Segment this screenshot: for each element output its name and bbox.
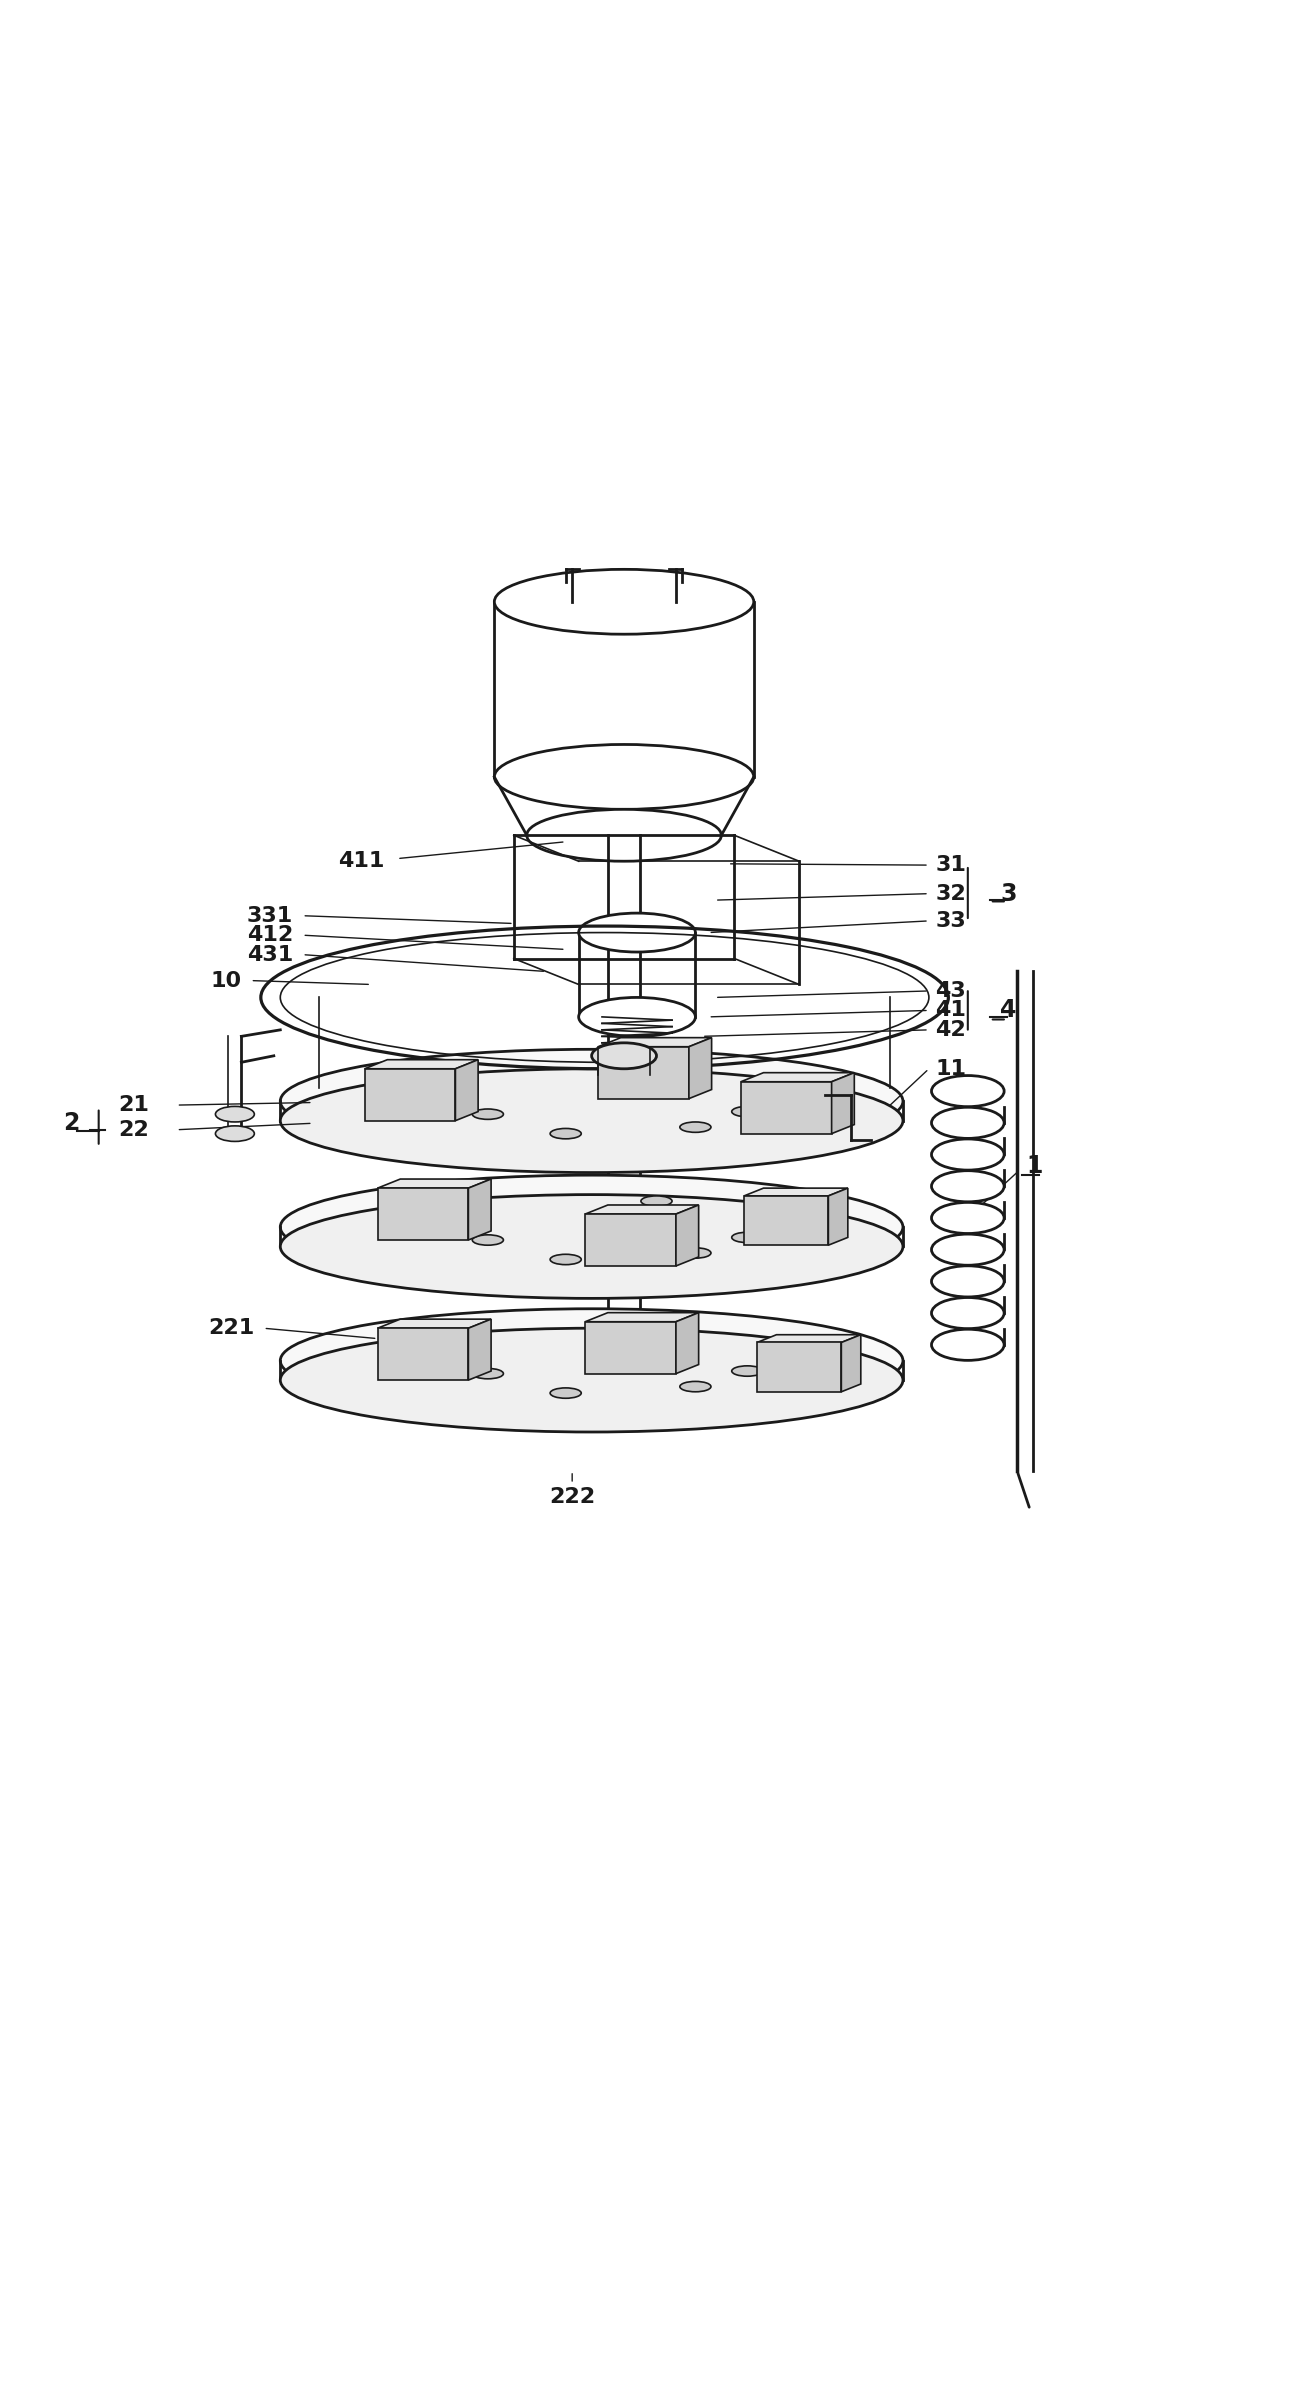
Text: 31: 31 xyxy=(936,856,966,875)
Text: 331: 331 xyxy=(247,906,294,925)
Polygon shape xyxy=(828,1189,848,1244)
Ellipse shape xyxy=(680,1122,711,1131)
Ellipse shape xyxy=(932,1107,1004,1139)
Polygon shape xyxy=(455,1059,478,1122)
Text: 10: 10 xyxy=(211,971,242,990)
Polygon shape xyxy=(377,1179,491,1189)
Ellipse shape xyxy=(592,1043,656,1069)
Ellipse shape xyxy=(932,1170,1004,1201)
Polygon shape xyxy=(841,1335,861,1393)
Polygon shape xyxy=(468,1179,491,1239)
Ellipse shape xyxy=(732,1232,763,1242)
Polygon shape xyxy=(585,1321,676,1373)
Text: 4: 4 xyxy=(1000,1000,1017,1024)
Text: 411: 411 xyxy=(338,851,384,870)
Ellipse shape xyxy=(394,1091,425,1100)
Text: 41: 41 xyxy=(936,1000,966,1021)
Text: 3: 3 xyxy=(1000,882,1017,906)
Polygon shape xyxy=(741,1074,854,1081)
Ellipse shape xyxy=(641,1196,672,1206)
Polygon shape xyxy=(741,1081,832,1134)
Polygon shape xyxy=(377,1328,468,1381)
Ellipse shape xyxy=(281,1175,904,1280)
Polygon shape xyxy=(364,1059,478,1069)
Polygon shape xyxy=(364,1069,455,1122)
Ellipse shape xyxy=(641,1069,672,1081)
Ellipse shape xyxy=(472,1234,503,1244)
Ellipse shape xyxy=(680,1249,711,1258)
Text: 11: 11 xyxy=(936,1059,966,1079)
Text: 33: 33 xyxy=(936,911,966,930)
Polygon shape xyxy=(585,1206,698,1213)
Ellipse shape xyxy=(932,1076,1004,1107)
Polygon shape xyxy=(468,1318,491,1381)
Ellipse shape xyxy=(550,1254,581,1266)
Polygon shape xyxy=(676,1314,698,1373)
Polygon shape xyxy=(377,1189,468,1239)
Text: 42: 42 xyxy=(936,1019,966,1040)
Ellipse shape xyxy=(641,1330,672,1340)
Ellipse shape xyxy=(472,1369,503,1378)
Polygon shape xyxy=(757,1335,861,1342)
Ellipse shape xyxy=(578,997,696,1036)
Polygon shape xyxy=(744,1196,828,1244)
Ellipse shape xyxy=(394,1215,425,1225)
Ellipse shape xyxy=(732,1366,763,1376)
Ellipse shape xyxy=(281,1050,904,1153)
Ellipse shape xyxy=(394,1350,425,1359)
Polygon shape xyxy=(744,1189,848,1196)
Ellipse shape xyxy=(550,1388,581,1397)
Ellipse shape xyxy=(680,1381,711,1393)
Ellipse shape xyxy=(494,570,754,635)
Polygon shape xyxy=(757,1342,841,1393)
Polygon shape xyxy=(598,1038,711,1047)
Ellipse shape xyxy=(932,1297,1004,1328)
Ellipse shape xyxy=(216,1127,255,1141)
Text: 412: 412 xyxy=(247,925,294,944)
Ellipse shape xyxy=(494,745,754,810)
Ellipse shape xyxy=(281,1194,904,1299)
Ellipse shape xyxy=(932,1139,1004,1170)
Text: 2: 2 xyxy=(62,1112,79,1136)
Text: 1: 1 xyxy=(1026,1153,1043,1177)
Ellipse shape xyxy=(732,1107,763,1117)
Text: 221: 221 xyxy=(208,1318,255,1338)
Polygon shape xyxy=(585,1314,698,1321)
Polygon shape xyxy=(689,1038,711,1098)
Ellipse shape xyxy=(932,1203,1004,1234)
Polygon shape xyxy=(832,1074,854,1134)
Ellipse shape xyxy=(578,913,696,952)
Ellipse shape xyxy=(550,1129,581,1139)
Ellipse shape xyxy=(281,1309,904,1412)
Ellipse shape xyxy=(472,1110,503,1119)
Text: 43: 43 xyxy=(936,980,966,1002)
Ellipse shape xyxy=(932,1234,1004,1266)
Text: 431: 431 xyxy=(247,944,294,964)
Polygon shape xyxy=(598,1047,689,1098)
Ellipse shape xyxy=(281,1328,904,1431)
Ellipse shape xyxy=(216,1107,255,1122)
Ellipse shape xyxy=(932,1266,1004,1297)
Polygon shape xyxy=(377,1318,491,1328)
Text: 32: 32 xyxy=(936,884,966,904)
Ellipse shape xyxy=(932,1330,1004,1361)
Text: 22: 22 xyxy=(118,1119,150,1139)
Ellipse shape xyxy=(281,1069,904,1172)
Text: 21: 21 xyxy=(118,1095,150,1115)
Polygon shape xyxy=(585,1213,676,1266)
Polygon shape xyxy=(676,1206,698,1266)
Text: 222: 222 xyxy=(549,1486,595,1508)
Ellipse shape xyxy=(526,810,722,861)
